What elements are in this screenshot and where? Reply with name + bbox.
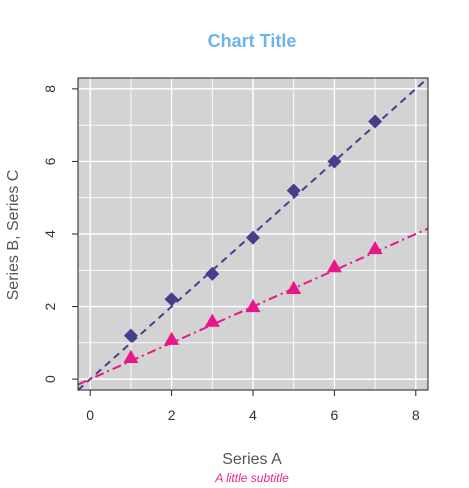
y-tick-label: 6 <box>42 157 58 165</box>
y-tick-label: 0 <box>42 375 58 383</box>
data-point-series-2 <box>204 313 220 327</box>
chart-subtitle: A little subtitle <box>214 471 289 485</box>
chart-title: Chart Title <box>208 31 297 51</box>
data-point-series-2 <box>326 259 342 273</box>
data-point-series-2 <box>164 331 180 345</box>
data-point-series-2 <box>123 349 139 363</box>
data-point-series-1 <box>286 183 301 198</box>
y-tick-label: 8 <box>42 85 58 93</box>
data-point-series-1 <box>327 154 342 169</box>
data-point-series-1 <box>164 292 179 307</box>
y-tick-label: 4 <box>42 230 58 238</box>
x-axis-title: Series A <box>222 451 282 468</box>
data-point-series-1 <box>205 266 220 281</box>
x-tick-label: 0 <box>86 407 94 423</box>
y-tick-label: 2 <box>42 302 58 310</box>
point-layer <box>123 114 383 363</box>
data-point-series-1 <box>246 230 260 245</box>
data-point-series-2 <box>245 299 261 313</box>
data-point-series-1 <box>368 114 383 129</box>
data-point-series-1 <box>123 328 138 343</box>
data-point-series-2 <box>367 241 383 255</box>
x-tick-label: 8 <box>412 407 420 423</box>
x-tick-label: 4 <box>249 407 257 423</box>
x-tick-label: 2 <box>168 407 176 423</box>
y-axis-title: Series B, Series C <box>5 170 22 301</box>
x-tick-label: 6 <box>330 407 338 423</box>
axis-layer: 0 2 4 6 8 0 2 4 6 8 <box>42 85 420 423</box>
data-point-series-2 <box>286 280 302 295</box>
